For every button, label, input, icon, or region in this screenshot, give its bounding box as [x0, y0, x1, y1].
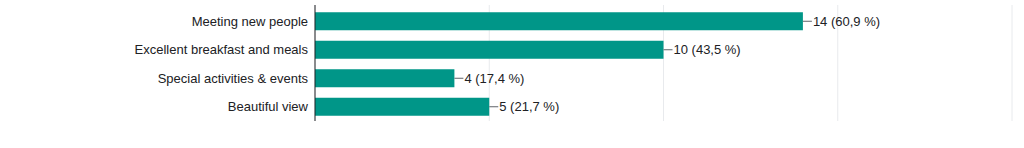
grid-line [1012, 5, 1013, 121]
chart-container: Meeting new people 14 (60,9 %) Excellent b… [0, 0, 1024, 148]
bar [315, 41, 664, 59]
label-leader [454, 78, 463, 79]
data-label: 5 (21,7 %) [499, 99, 559, 114]
label-leader [803, 21, 812, 22]
data-label: 14 (60,9 %) [813, 14, 880, 29]
label-leader [489, 106, 498, 107]
category-label: Meeting new people [192, 14, 308, 29]
label-leader [664, 49, 673, 50]
grid-line [315, 5, 316, 121]
bars [315, 12, 803, 116]
bar [315, 12, 803, 30]
bar [315, 98, 489, 116]
data-label: 4 (17,4 %) [464, 71, 524, 86]
category-label: Beautiful view [228, 99, 309, 114]
bar [315, 69, 454, 87]
axis-line [315, 5, 316, 121]
labels: Meeting new people 14 (60,9 %) Excellent b… [135, 14, 881, 115]
chart-svg: Meeting new people 14 (60,9 %) Excellent b… [0, 0, 1024, 148]
category-label: Special activities & events [158, 71, 309, 86]
data-label: 10 (43,5 %) [674, 42, 741, 57]
category-label: Excellent breakfast and meals [135, 42, 309, 57]
